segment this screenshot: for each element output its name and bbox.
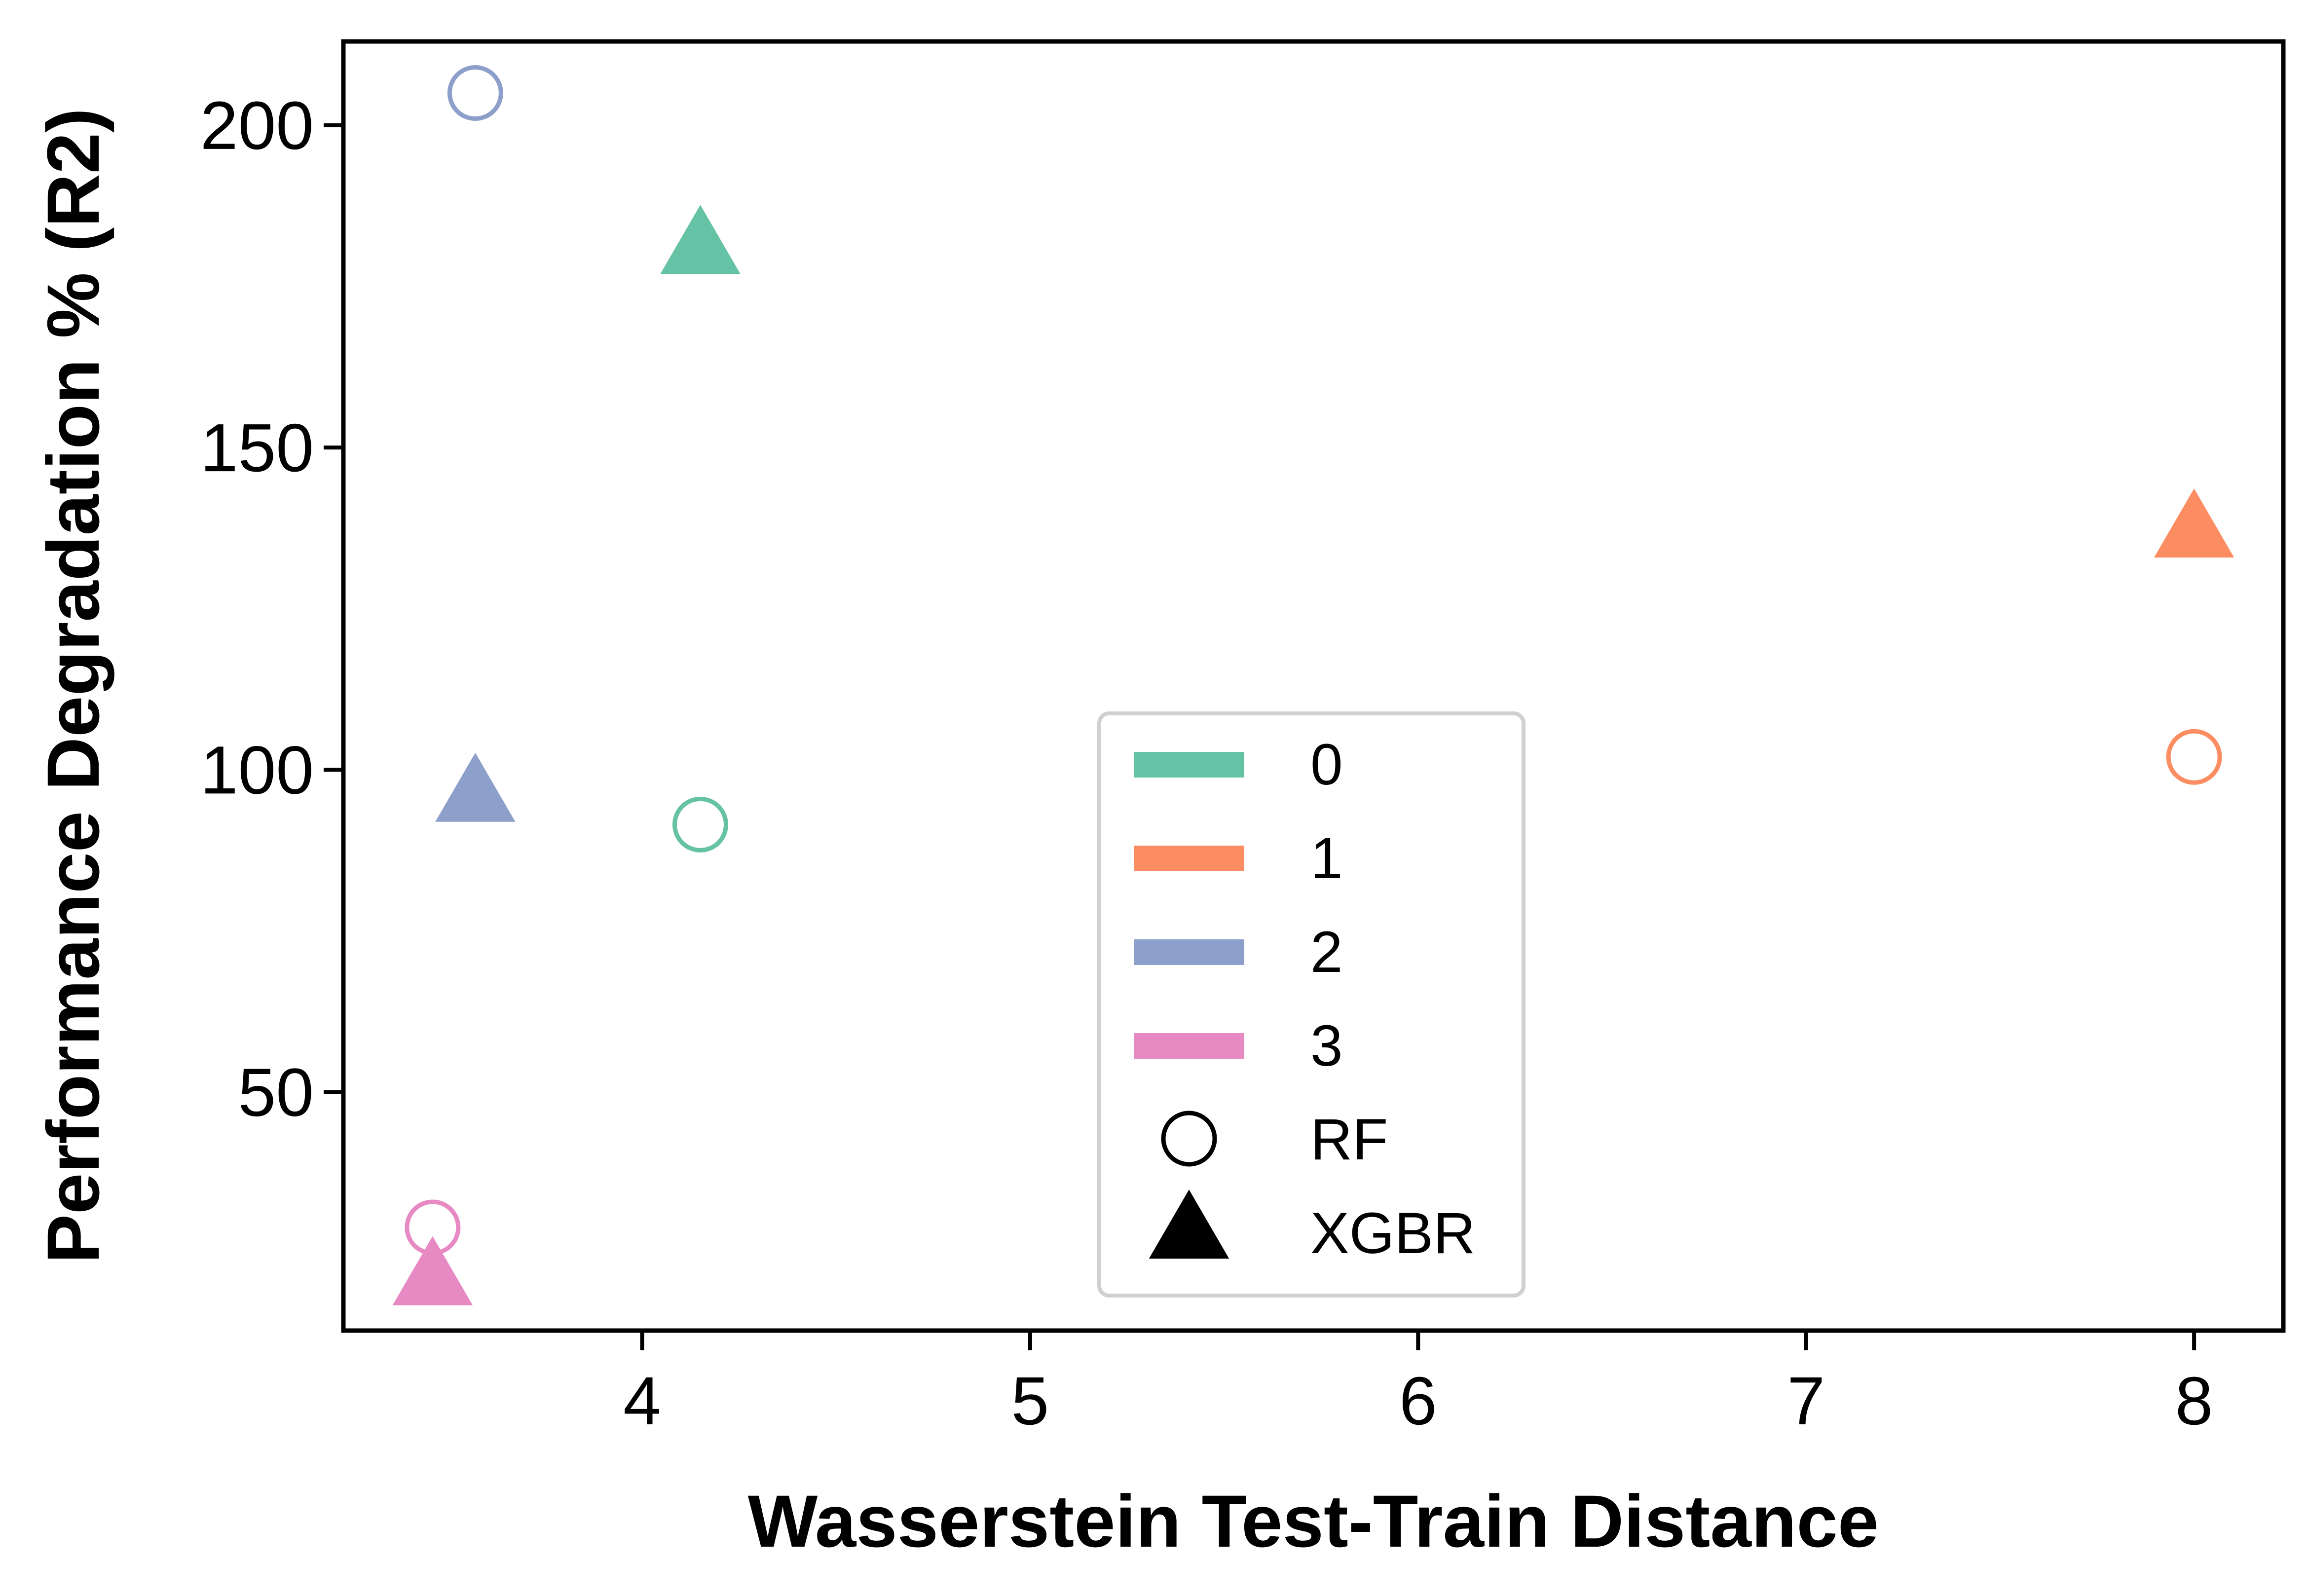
- point-xgbr-group-2: [435, 752, 516, 822]
- legend-label-2: 2: [1310, 920, 1343, 985]
- point-xgbr-group-3: [392, 1236, 473, 1305]
- point-rf-group-2: [447, 65, 503, 121]
- point-xgbr-group-0: [660, 205, 741, 274]
- y-tick-label: 100: [200, 732, 314, 808]
- legend-label-1: 1: [1310, 826, 1343, 891]
- legend-patch-2: [1134, 939, 1244, 965]
- y-tick-label: 150: [200, 410, 314, 486]
- x-tick-label: 8: [2175, 1363, 2213, 1439]
- plot-frame: [341, 39, 2286, 1333]
- y-tick-label: 50: [238, 1055, 314, 1131]
- point-rf-group-0: [672, 796, 728, 853]
- legend-label-rf: RF: [1310, 1107, 1388, 1172]
- x-axis-title: Wasserstein Test-Train Distance: [748, 1480, 1879, 1562]
- legend-patch-0: [1134, 752, 1244, 778]
- data-points: [392, 65, 2234, 1305]
- y-axis-title: Performance Degradation % (R2): [32, 108, 114, 1263]
- legend-marker-rf: [1161, 1111, 1217, 1167]
- legend-label-0: 0: [1310, 732, 1343, 797]
- y-axis: 50 100 150 200: [200, 88, 343, 1131]
- legend-marker-xgbr: [1149, 1189, 1229, 1259]
- legend-label-xgbr: XGBR: [1310, 1201, 1475, 1266]
- point-rf-group-1: [2166, 729, 2222, 785]
- legend-patch-1: [1134, 846, 1244, 871]
- x-axis: 4 5 6 7 8: [623, 1331, 2213, 1439]
- x-tick-label: 6: [1399, 1363, 1437, 1439]
- legend: 0 1 2 3 RF XGBR: [1097, 711, 1526, 1298]
- x-tick-label: 5: [1011, 1363, 1049, 1439]
- point-xgbr-group-1: [2154, 488, 2234, 558]
- x-tick-label: 4: [623, 1363, 661, 1439]
- y-tick-label: 200: [200, 88, 314, 164]
- legend-label-3: 3: [1310, 1013, 1343, 1078]
- legend-patch-3: [1134, 1033, 1244, 1059]
- x-tick-label: 7: [1787, 1363, 1825, 1439]
